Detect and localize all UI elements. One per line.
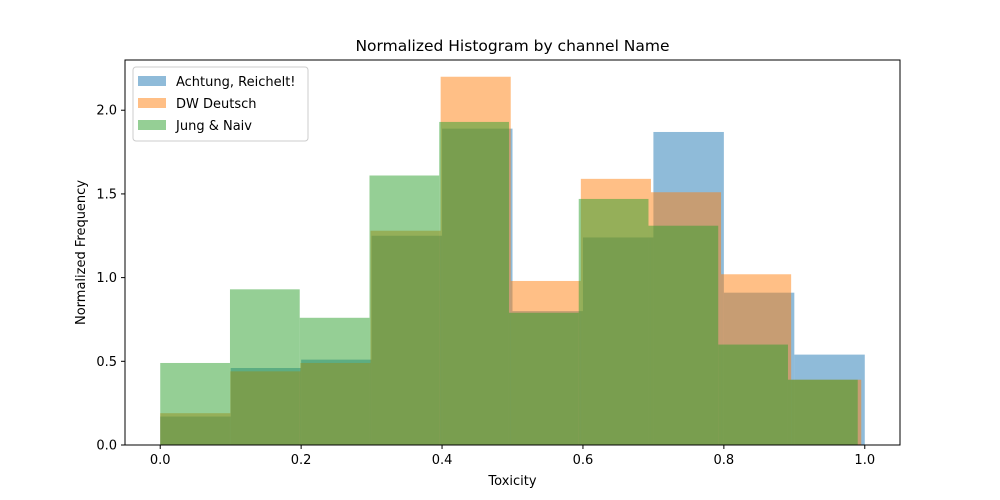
bars-layer	[160, 76, 865, 445]
histogram-bar-jung-naiv	[439, 121, 509, 445]
histogram-bar-jung-naiv	[578, 198, 649, 445]
chart-title: Normalized Histogram by channel Name	[355, 37, 669, 55]
legend-label: Achtung, Reichelt!	[176, 75, 296, 90]
histogram-bar-jung-naiv	[508, 312, 579, 445]
legend-box	[132, 66, 309, 142]
x-tick-label: 1.0	[854, 453, 875, 468]
x-axis: 0.0 0.2 0.4 0.6 0.8 1.0	[150, 445, 875, 468]
y-tick-label: 0.0	[96, 439, 117, 454]
legend: Achtung, Reichelt! DW Deutsch Jung & Naiv	[132, 66, 309, 142]
histogram-bar-jung-naiv	[369, 175, 440, 445]
legend-label: DW Deutsch	[176, 97, 257, 112]
histogram-bar-jung-naiv	[299, 317, 370, 445]
histogram-bar-jung-naiv	[229, 289, 300, 445]
histogram-bar-jung-naiv	[787, 379, 858, 445]
x-tick-label: 0.2	[291, 453, 312, 468]
histogram-bar-jung-naiv	[718, 344, 788, 445]
x-tick-label: 0.8	[714, 453, 735, 468]
y-tick-label: 2.0	[96, 104, 117, 119]
y-axis: 0.0 0.5 1.0 1.5 2.0	[96, 104, 125, 454]
histogram-bar-jung-naiv	[160, 362, 230, 445]
x-axis-label: Toxicity	[487, 474, 536, 489]
legend-swatch	[138, 120, 166, 130]
legend-swatch	[138, 98, 166, 108]
y-axis-label: Normalized Frequency	[74, 180, 89, 325]
legend-swatch	[138, 76, 166, 86]
x-tick-label: 0.0	[150, 453, 171, 468]
x-tick-label: 0.4	[432, 453, 453, 468]
y-tick-label: 1.5	[96, 187, 117, 202]
y-tick-label: 0.5	[96, 355, 117, 370]
x-tick-label: 0.6	[573, 453, 594, 468]
plot-frame	[124, 59, 901, 446]
legend-label: Jung & Naiv	[175, 119, 252, 134]
y-tick-label: 1.0	[96, 271, 117, 286]
histogram-bar-jung-naiv	[648, 225, 719, 445]
